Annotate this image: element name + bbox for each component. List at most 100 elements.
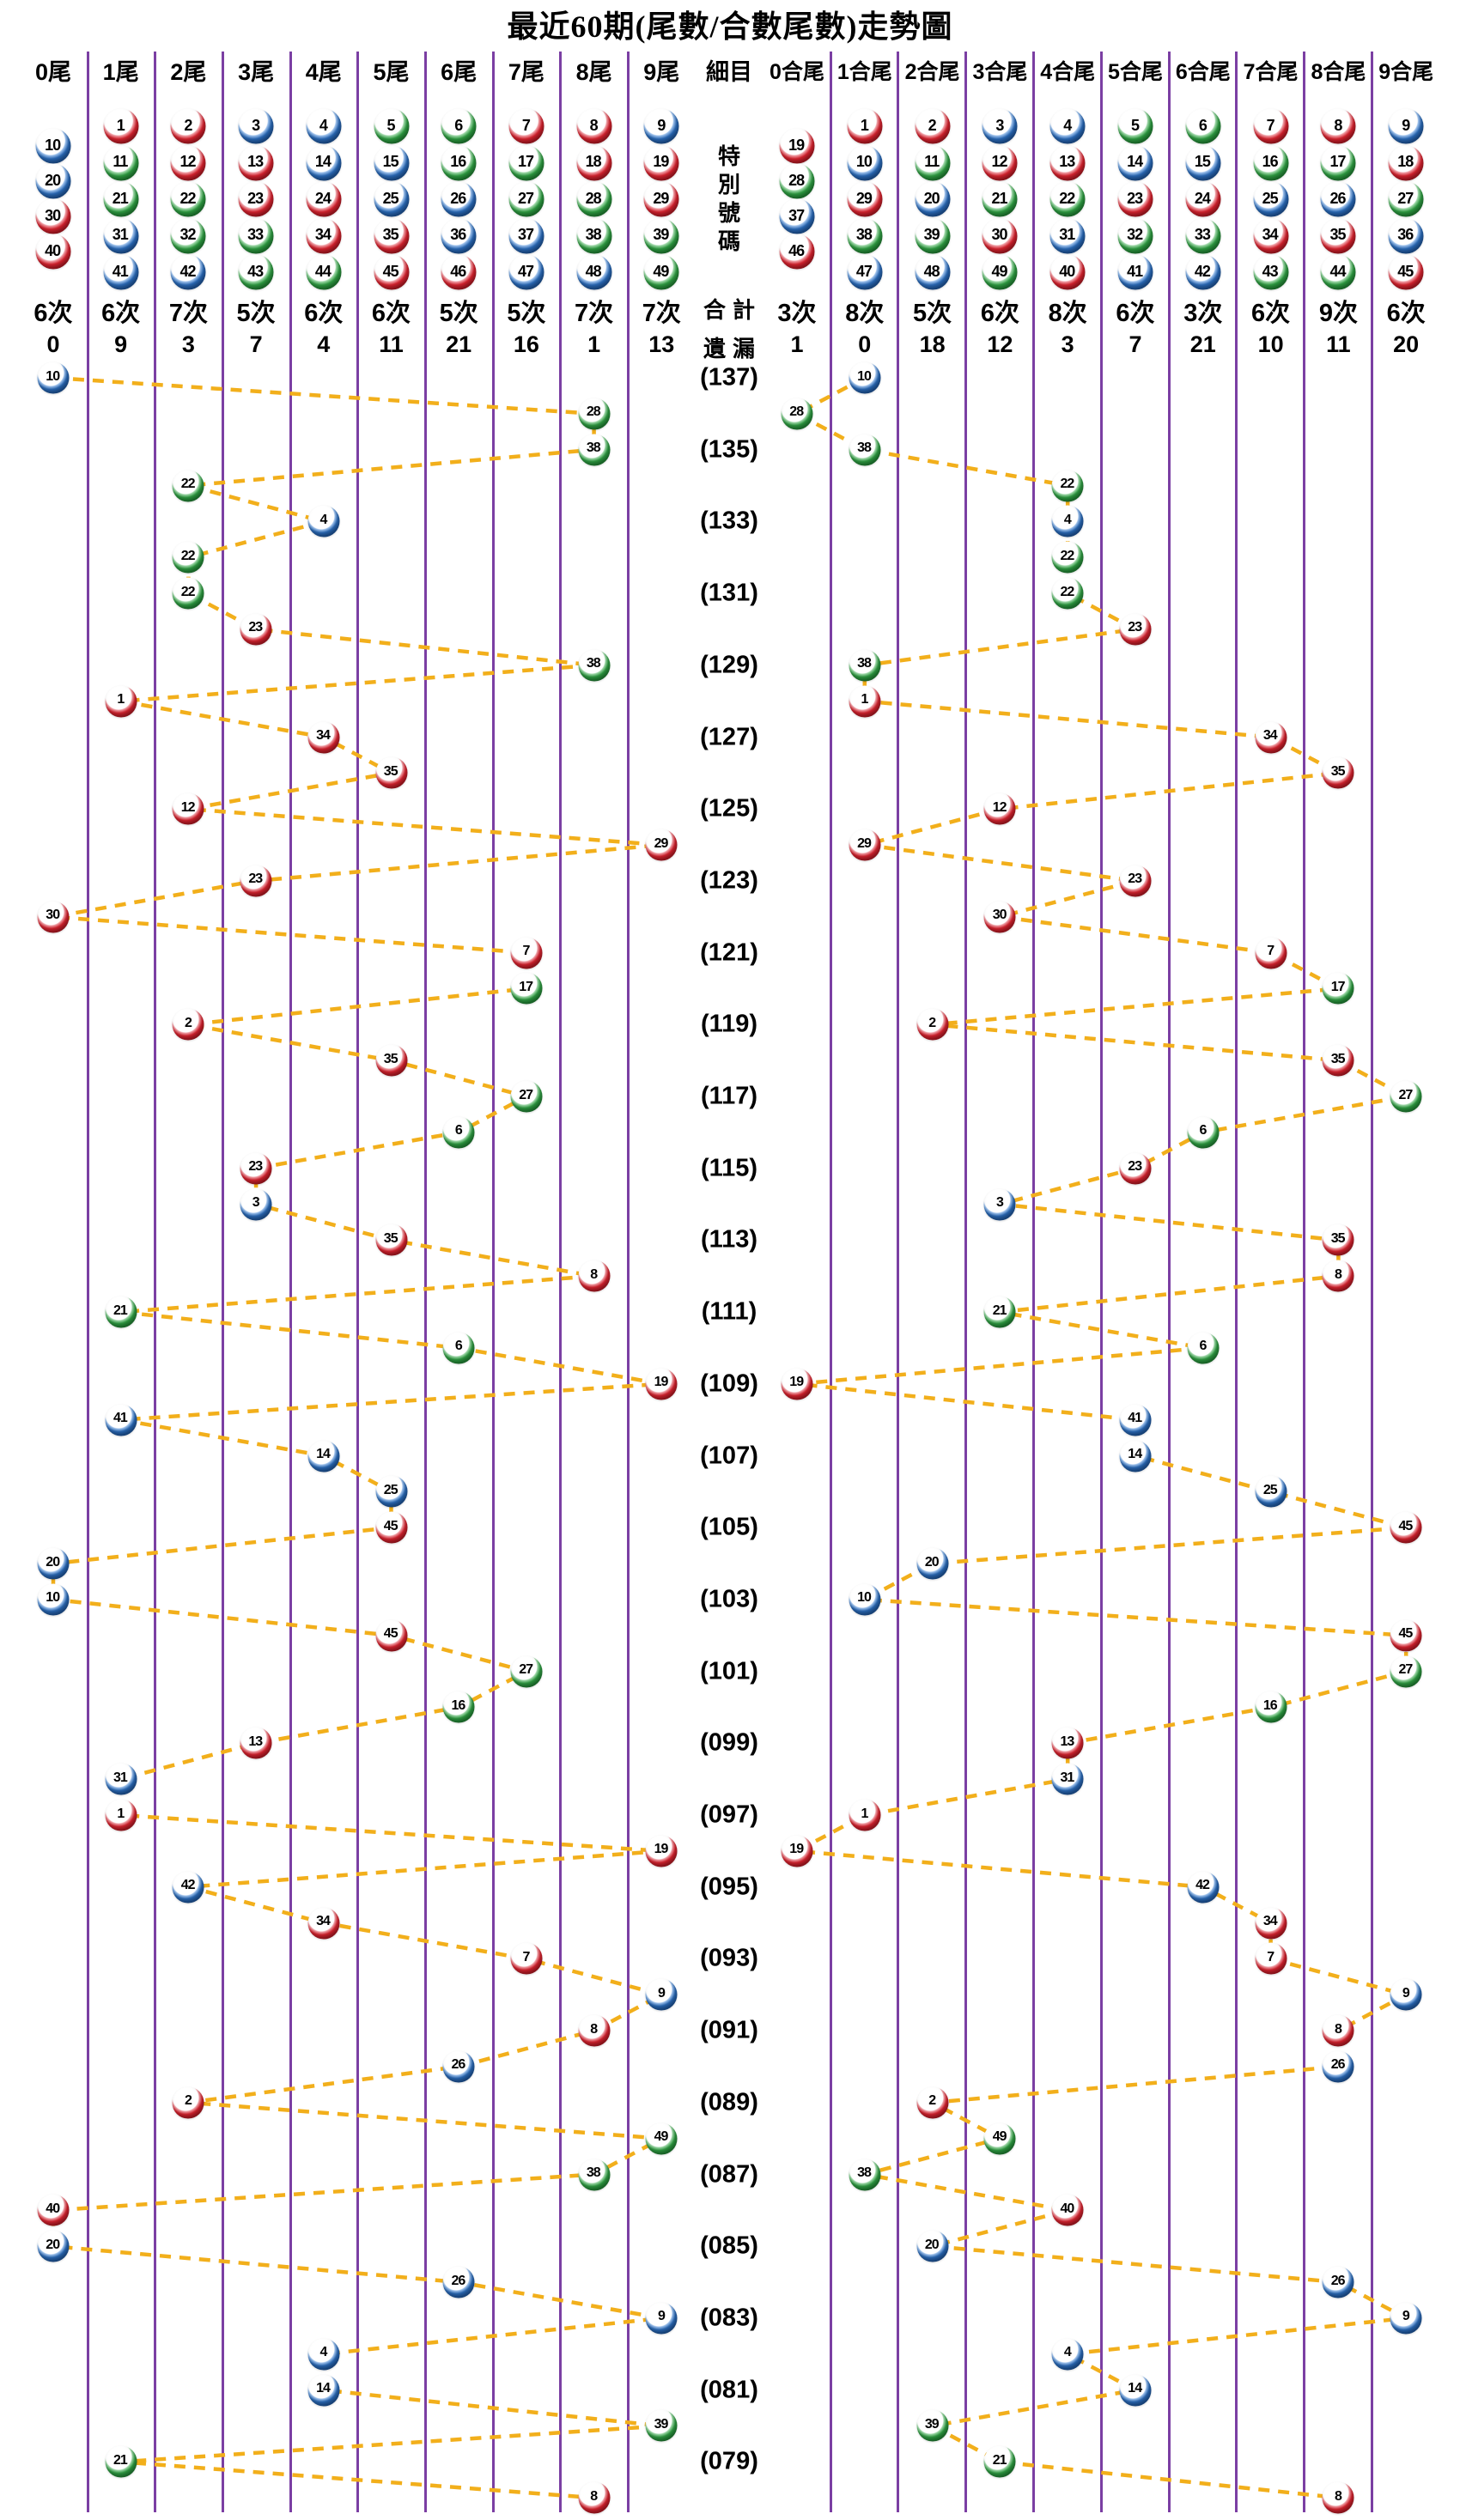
chart-ball-tail: 2 (172, 1008, 204, 1041)
ball-number: 42 (1195, 1878, 1210, 1893)
ball-number: 33 (247, 226, 264, 244)
header-ball: 46 (441, 254, 477, 290)
chart-ball-sum-tail: 4 (1051, 2338, 1084, 2371)
ball-number: 20 (923, 189, 940, 207)
ball-number: 19 (654, 1375, 669, 1390)
header-ball: 24 (1185, 181, 1221, 217)
ball-number: 41 (113, 1411, 128, 1426)
ball-number: 16 (451, 1698, 465, 1714)
ball-number: 27 (519, 1087, 533, 1102)
period-label: (083) (700, 2304, 758, 2332)
chart-ball-sum-tail: 40 (1051, 2194, 1084, 2226)
header-ball: 40 (35, 234, 71, 270)
header-ball: 37 (779, 198, 815, 234)
ball-number: 47 (517, 262, 534, 280)
header-ball: 39 (915, 218, 951, 253)
chart-ball-tail: 45 (375, 1511, 407, 1544)
ball-number: 35 (1329, 226, 1346, 244)
chart-ball-sum-tail: 29 (849, 829, 881, 861)
ball-number: 34 (1262, 1914, 1278, 1929)
chart-ball-sum-tail: 27 (1390, 1655, 1422, 1688)
chart-ball-tail: 3 (240, 1188, 272, 1221)
ball-number: 1 (861, 1806, 868, 1821)
chart-ball-tail: 21 (105, 2445, 137, 2478)
chart-ball-sum-tail: 13 (1051, 1727, 1084, 1759)
chart-ball-tail: 38 (578, 2159, 611, 2190)
period-label: (087) (700, 2160, 758, 2188)
period-label: (081) (700, 2376, 758, 2404)
column-separator-line (1167, 52, 1171, 2512)
ball-number: 10 (855, 153, 873, 171)
header-ball: 41 (103, 254, 139, 290)
ball-number: 32 (179, 226, 196, 244)
column-header: 2尾 (170, 59, 207, 85)
count-cell: 6次 (371, 300, 411, 327)
chart-ball-tail: 16 (442, 1691, 475, 1723)
ball-number: 22 (1060, 548, 1074, 563)
chart-ball-sum-tail: 38 (849, 434, 881, 466)
period-label: (091) (700, 2016, 758, 2044)
ball-number: 18 (585, 153, 602, 171)
period-label: (129) (700, 651, 758, 679)
column-header: 9尾 (643, 59, 680, 85)
chart-ball-tail: 19 (645, 1368, 678, 1400)
miss-cell: 10 (1257, 331, 1284, 357)
ball-number: 16 (1262, 1698, 1278, 1714)
header-ball: 29 (643, 181, 679, 217)
header-ball: 2 (170, 108, 206, 144)
header-ball: 43 (1253, 254, 1289, 290)
header-ball: 44 (306, 254, 342, 290)
ball-number: 23 (248, 1159, 263, 1175)
chart-ball-sum-tail: 10 (849, 361, 881, 394)
column-header: 3合尾 (972, 60, 1028, 84)
ball-number: 14 (316, 2381, 331, 2396)
header-ball: 11 (103, 145, 139, 180)
ball-number: 16 (1262, 153, 1279, 171)
chart-ball-tail: 23 (240, 1152, 272, 1185)
ball-number: 22 (1060, 584, 1074, 599)
header-ball: 8 (1320, 108, 1356, 144)
header-ball: 26 (441, 181, 477, 217)
column-header: 1合尾 (836, 60, 892, 84)
miss-cell: 20 (1393, 331, 1420, 357)
ball-number: 7 (1267, 1950, 1274, 1965)
column-separator-line (424, 52, 427, 2512)
ball-number: 22 (180, 584, 196, 599)
ball-number: 39 (923, 226, 940, 244)
ball-number: 20 (924, 1554, 940, 1570)
header-ball: 25 (1253, 181, 1289, 217)
ball-number: 22 (179, 189, 196, 207)
count-cell: 5次 (913, 300, 952, 327)
chart-ball-sum-tail: 38 (849, 649, 881, 682)
ball-number: 35 (383, 1231, 398, 1247)
column-header: 1尾 (102, 59, 139, 85)
ball-number: 49 (653, 262, 669, 280)
chart-ball-sum-tail: 2 (916, 2086, 949, 2119)
ball-number: 8 (590, 2488, 598, 2504)
header-ball: 39 (643, 218, 679, 253)
chart-ball-sum-tail: 3 (983, 1188, 1016, 1221)
chart-ball-tail: 26 (442, 2050, 475, 2083)
ball-number: 21 (113, 1303, 128, 1318)
ball-number: 11 (924, 153, 940, 171)
ball-number: 23 (247, 189, 264, 207)
column-separator-line (829, 52, 832, 2512)
ball-number: 7 (522, 944, 531, 959)
ball-number: 6 (1199, 1339, 1207, 1354)
column-separator-line (964, 52, 968, 2512)
header-ball: 3 (982, 108, 1018, 144)
ball-number: 36 (450, 226, 466, 244)
header-ball: 35 (1320, 218, 1356, 253)
ball-number: 8 (1334, 116, 1342, 134)
period-label: (079) (700, 2447, 758, 2475)
ball-number: 30 (991, 226, 1007, 244)
header-ball: 36 (1388, 218, 1424, 253)
ball-number: 3 (995, 116, 1004, 134)
period-label: (123) (700, 866, 758, 895)
miss-cell: 3 (181, 331, 195, 357)
ball-number: 2 (928, 2093, 936, 2109)
ball-number: 19 (789, 1842, 804, 1857)
header-ball: 28 (576, 181, 612, 217)
